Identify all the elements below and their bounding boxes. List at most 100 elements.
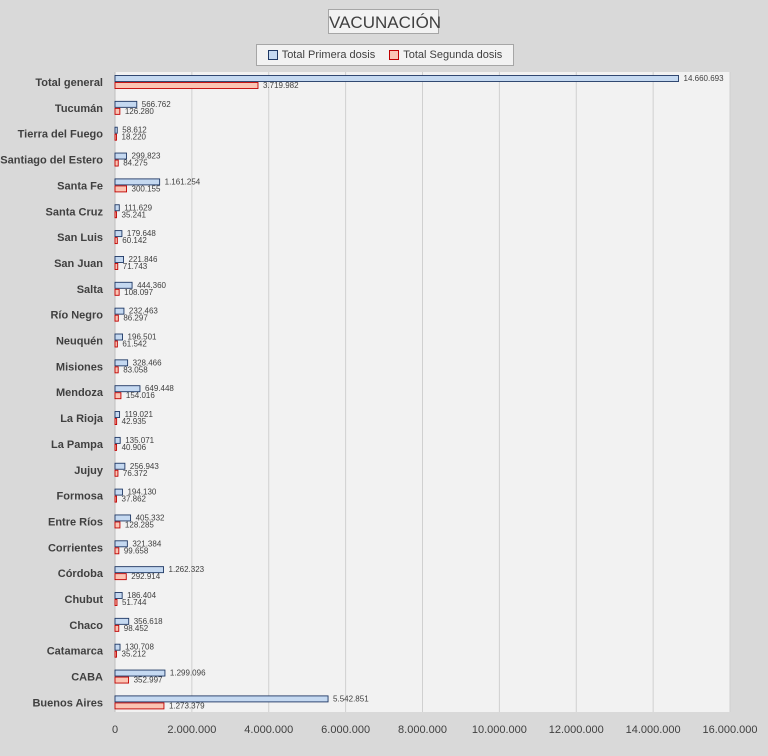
bar-segunda-dosis	[114, 495, 117, 503]
data-label-primera: 405.332	[136, 513, 165, 522]
category-label: Mendoza	[56, 387, 104, 399]
category-labels: Total general Tucumán Tierra del Fuego Sant…	[0, 77, 104, 709]
data-label-segunda: 76.372	[123, 469, 148, 478]
bar-primera-dosis	[114, 462, 126, 470]
data-label-segunda: 300.155	[132, 184, 161, 193]
category-label: Misiones	[56, 361, 103, 373]
bar-primera-dosis	[114, 695, 329, 703]
x-tick-label: 4.000.000	[244, 724, 293, 736]
data-label-segunda: 35.212	[122, 650, 147, 659]
data-label-segunda: 61.542	[122, 340, 147, 349]
legend-swatch-primera	[267, 50, 278, 60]
bar-primera-dosis	[114, 359, 129, 367]
bar-segunda-dosis	[114, 392, 122, 400]
category-label: Río Negro	[50, 310, 103, 322]
data-label-primera: 135.071	[125, 436, 154, 445]
data-label-segunda: 86.297	[123, 314, 148, 323]
data-label-segunda: 37.862	[122, 495, 147, 504]
data-label-primera: 1.299.096	[170, 669, 206, 678]
data-label-segunda: 108.097	[124, 288, 153, 297]
data-label-primera: 221.846	[129, 255, 158, 264]
bar-segunda-dosis	[114, 366, 119, 374]
bar-segunda-dosis	[114, 263, 119, 270]
x-tick-label: 2.000.000	[167, 724, 216, 736]
data-label-segunda: 126.280	[125, 107, 154, 116]
bar-primera-dosis	[114, 126, 118, 134]
bar-segunda-dosis	[114, 702, 165, 710]
data-label-segunda: 3.719.982	[263, 81, 299, 90]
data-label-primera: 649.448	[145, 384, 174, 393]
x-tick-label: 8.000.000	[398, 724, 447, 736]
data-label-segunda: 18.220	[122, 133, 147, 142]
data-label-primera: 194.130	[127, 488, 156, 497]
category-label: Jujuy	[74, 465, 104, 477]
data-label-primera: 1.262.323	[169, 565, 205, 574]
bar-segunda-dosis	[114, 237, 118, 245]
data-label-segunda: 154.016	[126, 391, 155, 400]
category-label: La Pampa	[51, 439, 104, 451]
x-tick-label: 14.000.000	[626, 724, 681, 736]
legend-label-primera: Total Primera dosis	[281, 49, 376, 61]
bar-primera-dosis	[114, 592, 123, 599]
data-label-primera: 444.360	[137, 281, 166, 290]
data-label-primera: 130.708	[125, 643, 154, 652]
category-label: Total general	[35, 77, 103, 89]
category-label: Córdoba	[58, 568, 104, 580]
category-label: San Juan	[54, 258, 103, 270]
bar-segunda-dosis	[114, 599, 118, 606]
bar-primera-dosis	[114, 411, 121, 418]
x-tick-label: 10.000.000	[472, 724, 527, 736]
bar-primera-dosis	[114, 488, 123, 496]
data-label-segunda: 83.058	[123, 365, 148, 374]
bar-segunda-dosis	[114, 676, 130, 684]
bar-primera-dosis	[114, 643, 121, 651]
data-label-primera: 196.501	[128, 333, 157, 342]
x-tick-label: 0	[112, 724, 118, 736]
category-label: Corrientes	[48, 542, 103, 554]
data-label-segunda: 99.658	[124, 546, 149, 555]
bars	[114, 75, 679, 710]
data-label-segunda: 35.241	[122, 210, 147, 219]
data-label-segunda: 40.906	[122, 443, 147, 452]
data-label-primera: 5.542.851	[333, 694, 369, 703]
x-tick-labels: 0 2.000.000 4.000.000 6.000.000 8.000.000 10.…	[112, 724, 758, 736]
bar-primera-dosis	[114, 385, 141, 393]
data-label-segunda: 60.142	[122, 236, 147, 245]
data-label-segunda: 128.285	[125, 520, 154, 529]
category-label: Chubut	[65, 594, 104, 606]
data-labels: 14.660.6933.719.982566.762126.28058.6121…	[122, 74, 725, 710]
data-label-segunda: 292.914	[131, 572, 160, 581]
bar-segunda-dosis	[114, 107, 121, 115]
x-tick-label: 12.000.000	[549, 724, 604, 736]
data-label-primera: 111.629	[124, 203, 152, 212]
bar-primera-dosis	[114, 178, 161, 186]
category-label: Chaco	[69, 620, 103, 632]
bar-primera-dosis	[114, 669, 166, 677]
legend: Total Primera dosis Total Segunda dosis	[256, 44, 514, 66]
bar-primera-dosis	[114, 540, 128, 548]
bar-primera-dosis	[114, 307, 125, 315]
legend-swatch-segunda	[389, 50, 400, 60]
data-label-primera: 299.823	[132, 152, 161, 161]
bar-segunda-dosis	[114, 314, 119, 322]
category-label: Neuquén	[56, 336, 103, 348]
category-label: CABA	[71, 672, 103, 684]
category-label: Tucumán	[55, 103, 103, 115]
gridlines	[114, 72, 731, 712]
data-label-segunda: 1.273.379	[169, 701, 205, 710]
bar-segunda-dosis	[114, 288, 120, 296]
bar-primera-dosis	[114, 514, 132, 522]
bar-primera-dosis	[114, 281, 133, 289]
data-label-primera: 328.466	[133, 358, 162, 367]
category-label: Entre Ríos	[48, 516, 103, 528]
bar-primera-dosis	[114, 436, 121, 444]
bar-primera-dosis	[114, 204, 120, 212]
bar-primera-dosis	[114, 617, 130, 625]
bar-primera-dosis	[114, 333, 124, 341]
bar-primera-dosis	[114, 152, 127, 160]
bar-primera-dosis	[114, 100, 138, 108]
bar-segunda-dosis	[114, 547, 120, 555]
bar-segunda-dosis	[114, 82, 259, 89]
bar-segunda-dosis	[114, 521, 121, 529]
